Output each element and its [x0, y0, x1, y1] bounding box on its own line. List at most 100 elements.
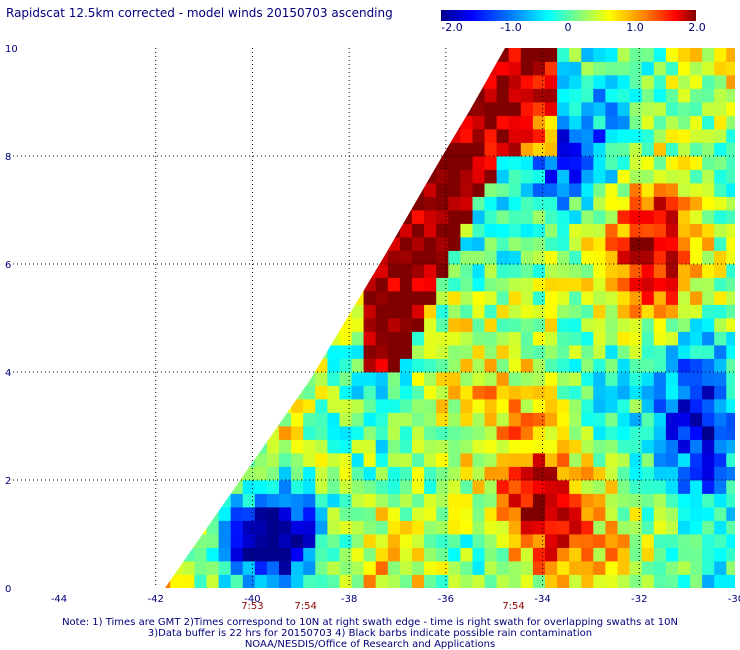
heatmap-cell [520, 48, 534, 62]
heatmap-cell [375, 102, 389, 116]
heatmap-cell [254, 574, 268, 588]
heatmap-cell [399, 237, 413, 251]
heatmap-cell [436, 88, 449, 103]
heatmap-cell [508, 237, 522, 251]
heatmap-cell [399, 547, 413, 562]
heatmap-cell [557, 75, 570, 89]
heatmap-cell [605, 480, 618, 494]
heatmap-cell [170, 156, 183, 170]
heatmap-cell [678, 426, 691, 440]
heatmap-cell [351, 534, 365, 548]
heatmap-cell [182, 196, 195, 211]
heatmap-cell [315, 561, 328, 575]
heatmap-cell [496, 102, 510, 116]
heatmap-cell [339, 156, 352, 170]
heatmap-cell [399, 183, 413, 197]
heatmap-cell [375, 534, 389, 548]
heatmap-cell [605, 493, 618, 508]
heatmap-cell [593, 439, 606, 454]
heatmap-cell [581, 210, 594, 224]
heatmap-cell [363, 129, 377, 143]
heatmap-cell [520, 223, 534, 238]
heatmap-cell [266, 493, 280, 508]
heatmap-cell [399, 318, 413, 332]
heatmap-cell [254, 439, 268, 454]
heatmap-cell [424, 142, 437, 157]
heatmap-cell [653, 61, 667, 76]
heatmap-cell [399, 142, 413, 157]
heatmap-cell [146, 494, 159, 508]
heatmap-cell [182, 331, 195, 346]
heatmap-cell [351, 250, 365, 265]
heatmap-cell [194, 358, 207, 373]
heatmap-cell [460, 480, 473, 494]
heatmap-cell [165, 169, 171, 184]
heatmap-cell [315, 196, 328, 211]
heatmap-cell [206, 318, 219, 332]
heatmap-cell [726, 372, 735, 386]
heatmap-cell [702, 399, 715, 413]
heatmap-cell [496, 399, 510, 413]
heatmap-cell [665, 385, 679, 400]
heatmap-cell [165, 183, 171, 197]
heatmap-cell [460, 196, 473, 211]
heatmap-cell [387, 237, 401, 251]
heatmap-cell [702, 480, 715, 494]
heatmap-cell [520, 115, 534, 130]
heatmap-cell [569, 493, 582, 508]
heatmap-cell [690, 304, 703, 319]
heatmap-cell [387, 102, 401, 116]
heatmap-cell [206, 196, 219, 211]
heatmap-cell [678, 345, 691, 359]
heatmap-cell [448, 412, 461, 427]
heatmap-cell [363, 574, 377, 588]
heatmap-cell [436, 102, 449, 116]
heatmap-cell [242, 507, 256, 521]
heatmap-cell [520, 142, 534, 157]
heatmap-cell [653, 115, 667, 130]
heatmap-cell [460, 561, 473, 575]
heatmap-cell [569, 331, 582, 346]
heatmap-cell [605, 507, 618, 521]
heatmap-cell [230, 169, 244, 184]
heatmap-cell [690, 439, 703, 454]
heatmap-cell [424, 48, 437, 62]
heatmap-cell [496, 345, 510, 359]
heatmap-cell [496, 439, 510, 454]
heatmap-cell [641, 250, 655, 265]
heatmap-cell [665, 48, 679, 62]
heatmap-cell [424, 61, 437, 76]
heatmap-cell [520, 61, 534, 76]
heatmap-cell [472, 345, 485, 359]
heatmap-cell [617, 439, 630, 454]
heatmap-cell [496, 331, 510, 346]
heatmap-cell [254, 480, 268, 494]
heatmap-cell [484, 331, 497, 346]
heatmap-cell [206, 223, 219, 238]
heatmap-cell [484, 291, 497, 305]
heatmap-cell [726, 237, 735, 251]
swath-time-label: 7:54 [502, 601, 524, 612]
heatmap-cell [520, 480, 534, 494]
heatmap-cell [327, 304, 340, 319]
heatmap-cell [303, 183, 316, 197]
heatmap-cell [484, 534, 497, 548]
heatmap-cell [678, 75, 691, 89]
heatmap-cell [617, 453, 630, 467]
heatmap-cell [545, 574, 558, 588]
heatmap-cell [593, 169, 606, 184]
heatmap-cell [460, 115, 473, 130]
heatmap-cell [520, 372, 534, 386]
heatmap-cell [363, 547, 377, 562]
heatmap-cell [266, 156, 280, 170]
heatmap-cell [399, 507, 413, 521]
heatmap-cell [315, 439, 328, 454]
heatmap-cell [641, 318, 655, 332]
heatmap-cell [327, 547, 340, 562]
heatmap-cell [665, 264, 679, 278]
heatmap-cell [339, 493, 352, 508]
heatmap-cell [581, 48, 594, 62]
heatmap-cell [206, 466, 219, 481]
heatmap-cell [460, 142, 473, 157]
heatmap-cell [581, 264, 594, 278]
